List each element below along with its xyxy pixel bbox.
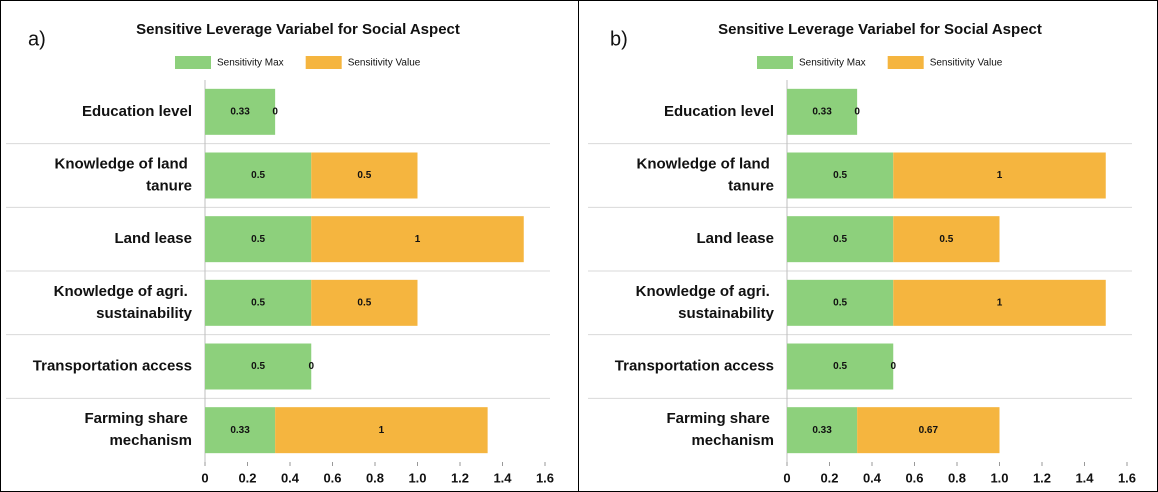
bar-segment (787, 152, 894, 199)
chart-title: Sensitive Leverage Variabel for Social A… (136, 21, 460, 38)
bar-segment (205, 88, 276, 135)
bar-segment (787, 343, 894, 390)
value-label: 0.5 (833, 297, 847, 308)
value-label: 0 (272, 106, 278, 117)
value-label: 0.33 (812, 425, 832, 436)
x-tick-label: 1.0 (408, 470, 426, 485)
value-label: 1 (997, 170, 1003, 181)
value-label: 0.5 (357, 170, 371, 181)
y-tick-label: Land lease (114, 230, 192, 247)
x-tick-label: 0.8 (948, 470, 966, 485)
y-tick-label: Education level (664, 103, 774, 120)
y-tick-label: Knowledge of land tanure (637, 155, 775, 194)
value-label: 0.5 (833, 234, 847, 245)
y-tick-label: Farming share mechanism (84, 410, 192, 449)
bar-segment (311, 216, 524, 263)
x-tick-label: 0.4 (863, 470, 882, 485)
value-label: 0.5 (251, 170, 265, 181)
x-tick-label: 0.2 (820, 470, 838, 485)
panel-label: b) (610, 28, 628, 50)
bar-segment (893, 216, 1000, 263)
y-tick-label: Transportation access (33, 357, 192, 374)
bar-segment (275, 407, 488, 454)
bar-segment (311, 152, 418, 199)
value-label: 0.5 (833, 361, 847, 372)
y-tick-label: Knowledge of land tanure (55, 155, 193, 194)
x-tick-label: 1.2 (1033, 470, 1051, 485)
x-tick-label: 1.6 (536, 470, 554, 485)
bar-segment (857, 407, 1000, 454)
x-tick-label: 1.6 (1118, 470, 1136, 485)
panel-label: a) (28, 28, 46, 50)
bar-segment (787, 88, 858, 135)
y-tick-label: Education level (82, 103, 192, 120)
value-label: 0.33 (230, 106, 250, 117)
y-tick-label: Knowledge of agri. sustainability (54, 283, 193, 322)
bar-segment (787, 279, 894, 326)
bar-segment (311, 279, 418, 326)
legend-swatch (305, 56, 342, 69)
value-label: 0.5 (833, 170, 847, 181)
x-tick-label: 0.2 (238, 470, 256, 485)
value-label: 0.5 (251, 361, 265, 372)
value-label: 0.5 (251, 297, 265, 308)
x-tick-label: 0.6 (905, 470, 923, 485)
y-tick-label: Transportation access (615, 357, 774, 374)
value-label: 0.5 (357, 297, 371, 308)
x-tick-label: 1.4 (493, 470, 512, 485)
legend-label: Sensitivity Value (348, 58, 421, 69)
legend-swatch (175, 56, 211, 69)
value-label: 1 (379, 425, 385, 436)
chart-title: Sensitive Leverage Variabel for Social A… (718, 21, 1042, 38)
bar-segment (787, 407, 858, 454)
x-tick-label: 0.6 (323, 470, 341, 485)
bar-segment (893, 279, 1106, 326)
bar-segment (205, 279, 312, 326)
value-label: 0.5 (939, 234, 953, 245)
y-tick-label: Land lease (696, 230, 774, 247)
value-label: 0 (854, 106, 860, 117)
bar-segment (893, 152, 1106, 199)
bar-segment (205, 152, 312, 199)
legend-swatch (887, 56, 924, 69)
legend-swatch (757, 56, 793, 69)
value-label: 0 (890, 361, 896, 372)
x-tick-label: 1.2 (451, 470, 469, 485)
bar-segment (787, 216, 894, 263)
bar-segment (205, 216, 312, 263)
value-label: 1 (415, 234, 421, 245)
legend-label: Sensitivity Max (217, 58, 284, 69)
legend-label: Sensitivity Max (799, 58, 866, 69)
value-label: 0 (308, 361, 314, 372)
x-tick-label: 1.0 (990, 470, 1008, 485)
x-tick-label: 0.4 (281, 470, 300, 485)
y-tick-label: Farming share mechanism (666, 410, 774, 449)
legend-label: Sensitivity Value (930, 58, 1003, 69)
x-tick-label: 0.8 (366, 470, 384, 485)
x-tick-label: 0 (201, 470, 208, 485)
value-label: 1 (997, 297, 1003, 308)
value-label: 0.5 (251, 234, 265, 245)
value-label: 0.33 (230, 425, 250, 436)
bar-segment (205, 343, 312, 390)
y-tick-label: Knowledge of agri. sustainability (636, 283, 775, 322)
value-label: 0.67 (919, 425, 939, 436)
bar-segment (205, 407, 276, 454)
x-tick-label: 1.4 (1075, 470, 1094, 485)
x-tick-label: 0 (783, 470, 790, 485)
value-label: 0.33 (812, 106, 832, 117)
